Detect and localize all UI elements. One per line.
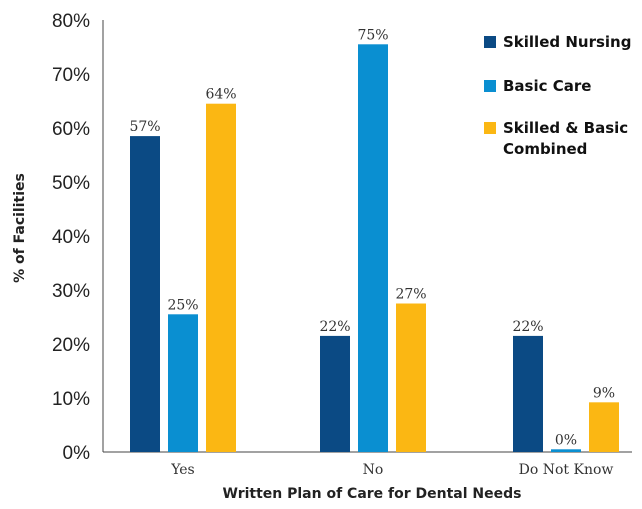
data-label: 25% bbox=[167, 297, 198, 313]
legend-label: Skilled & Basic Combined bbox=[503, 119, 628, 158]
data-label: 75% bbox=[357, 27, 388, 43]
bar bbox=[206, 103, 236, 452]
x-category-label: Do Not Know bbox=[519, 462, 614, 478]
legend-swatch bbox=[484, 36, 496, 48]
x-category-label: Yes bbox=[170, 462, 195, 478]
bars bbox=[130, 44, 619, 453]
y-tick-label: 20% bbox=[52, 335, 90, 356]
y-tick-label: 80% bbox=[52, 11, 90, 32]
y-tick-label: 10% bbox=[52, 389, 90, 410]
bar bbox=[396, 303, 426, 452]
data-label: 64% bbox=[205, 87, 236, 103]
bar bbox=[513, 335, 543, 452]
data-label: 22% bbox=[512, 319, 543, 335]
legend-swatch bbox=[484, 80, 496, 92]
x-axis-title: Written Plan of Care for Dental Needs bbox=[223, 486, 522, 502]
data-label: 9% bbox=[593, 385, 615, 401]
data-label: 0% bbox=[555, 432, 577, 448]
legend-label: Basic Care bbox=[503, 77, 591, 95]
bar bbox=[589, 402, 619, 452]
bar bbox=[168, 314, 198, 452]
category-labels: Yes No Do Not Know bbox=[170, 462, 613, 478]
legend-label: Skilled Nursing bbox=[503, 33, 631, 51]
bar bbox=[551, 449, 581, 452]
bar bbox=[320, 335, 350, 452]
legend-swatch bbox=[484, 122, 496, 134]
x-category-label: No bbox=[363, 462, 384, 478]
y-tick-labels: 0% 10% 20% 30% 40% 50% 60% 70% 80% bbox=[52, 11, 90, 464]
y-tick-label: 50% bbox=[52, 173, 90, 194]
data-label: 57% bbox=[129, 119, 160, 135]
bar bbox=[130, 136, 160, 452]
y-axis-title: % of Facilities bbox=[12, 173, 28, 283]
y-tick-label: 0% bbox=[63, 443, 91, 464]
data-label: 22% bbox=[319, 319, 350, 335]
bar bbox=[358, 44, 388, 453]
y-tick-label: 40% bbox=[52, 227, 90, 248]
legend: Skilled Nursing Basic Care Skilled & Basic… bbox=[484, 33, 631, 158]
y-tick-label: 30% bbox=[52, 281, 90, 302]
data-labels: 57% 25% 64% 22% 75% 27% 22% 0% 9% bbox=[129, 27, 615, 448]
data-label: 27% bbox=[395, 287, 426, 303]
y-tick-label: 60% bbox=[52, 119, 90, 140]
y-tick-label: 70% bbox=[52, 65, 90, 86]
